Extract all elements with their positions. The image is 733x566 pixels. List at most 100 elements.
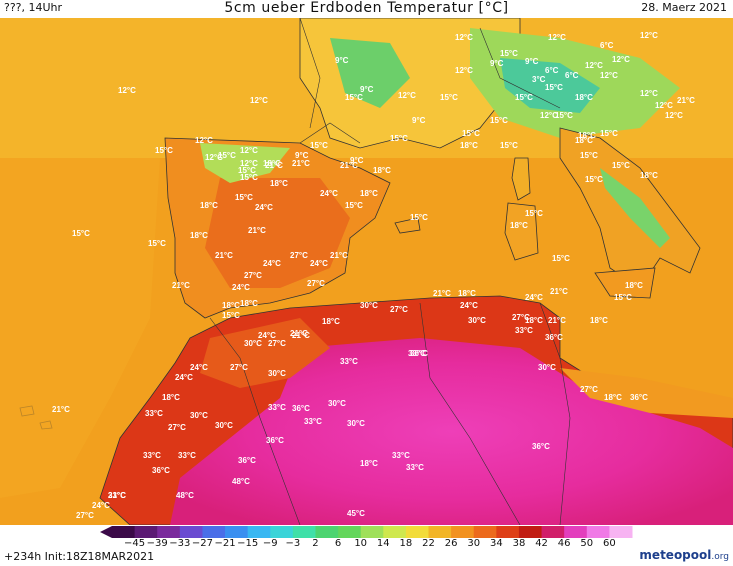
temp-label: 24°C (232, 283, 250, 292)
temp-label: 18°C (575, 93, 593, 102)
colorbar-swatch (360, 526, 384, 538)
colorbar-swatch (134, 526, 158, 538)
colorbar-labels: −45 −39 −33 −27 −21 −15 −9 −3 2 6 10 14 18 22 26 30 34 38… (112, 538, 632, 552)
temp-label: 18°C (373, 166, 391, 175)
atlantic-ocean-area (0, 158, 160, 498)
colorbar-swatch (157, 526, 181, 538)
temp-label: 15°C (462, 129, 480, 138)
temp-label: 30°C (328, 399, 346, 408)
temp-label: 33°C (145, 409, 163, 418)
temp-label: 12°C (398, 91, 416, 100)
colorbar-tick-label: 60 (603, 538, 616, 549)
temp-label: 12°C (665, 111, 683, 120)
temp-label: 33°C (392, 451, 410, 460)
temp-label: 12°C (640, 31, 658, 40)
colorbar-swatch (541, 526, 565, 538)
temp-label: 21°C (677, 96, 695, 105)
temp-label: 30°C (268, 369, 286, 378)
temp-label: 27°C (230, 363, 248, 372)
temp-label: 18°C (200, 201, 218, 210)
temp-label: 15°C (600, 129, 618, 138)
colorbar-swatch (518, 526, 543, 538)
temp-label: 6°C (565, 71, 579, 80)
temp-label: 27°C (168, 423, 186, 432)
temp-label: 27°C (244, 271, 262, 280)
temp-label: 15°C (515, 93, 533, 102)
colorbar-tick-label: −21 (214, 538, 236, 549)
temp-label: 36°C (630, 393, 648, 402)
temp-label: 15°C (500, 49, 518, 58)
temp-label: 15°C (555, 111, 573, 120)
temp-label: 12°C (655, 101, 673, 110)
colorbar-tick-label: −9 (262, 538, 278, 549)
temp-label: 24°C (525, 293, 543, 302)
temp-label: 48°C (176, 491, 194, 500)
temp-label: 15°C (390, 134, 408, 143)
iberia-hot-interior (205, 178, 350, 288)
temp-label: 24°C (320, 189, 338, 198)
temp-label: 24°C (263, 259, 281, 268)
temp-label: 15°C (345, 201, 363, 210)
temp-label: 15°C (490, 116, 508, 125)
colorbar-tick-label: 50 (580, 538, 594, 549)
temp-label: 15°C (500, 141, 518, 150)
temperature-map: 12°C 12°C 6°C 12°C 9°C 12°C 9°C 15°C 9°C… (0, 18, 733, 525)
temp-label: 30°C (190, 411, 208, 420)
temp-label: 21°C (108, 491, 126, 500)
temp-label: 36°C (292, 404, 310, 413)
map-title: 5cm ueber Erdboden Temperatur [°C] (224, 0, 509, 16)
temp-label: 36°C (152, 466, 170, 475)
temp-label: 30°C (244, 339, 262, 348)
colorbar-tick-label: 14 (376, 538, 390, 549)
temp-label: 24°C (310, 259, 328, 268)
temp-label: 15°C (614, 293, 632, 302)
colorbar-tick-label: 46 (557, 538, 571, 549)
temp-label: 27°C (290, 251, 308, 260)
colorbar-swatch (338, 526, 362, 538)
colorbar-tick-label: −45 (124, 538, 146, 549)
colorbar-swatch (496, 526, 520, 538)
forecast-date-label: 28. Maerz 2021 (641, 1, 727, 14)
temp-label: 9°C (335, 56, 349, 65)
meteopool-logo[interactable]: meteopool.org (639, 548, 729, 562)
temp-label: 36°C (545, 333, 563, 342)
colorbar-swatch (112, 526, 136, 538)
temp-label: 9°C (490, 59, 504, 68)
colorbar-tick-label: 34 (489, 538, 503, 549)
colorbar-swatch (609, 526, 633, 538)
colorbar-arrow (100, 526, 112, 538)
colorbar-tick-label: 38 (512, 538, 526, 549)
temp-label: 18°C (460, 141, 478, 150)
temp-label: 15°C (440, 93, 458, 102)
temp-label: 15°C (525, 209, 543, 218)
temp-label: 18°C (360, 459, 378, 468)
temp-label: 18°C (575, 136, 593, 145)
temp-label: 30°C (347, 419, 365, 428)
temp-label: 18°C (240, 299, 258, 308)
colorbar-swatch (586, 526, 610, 538)
temp-label: 15°C (580, 151, 598, 160)
temp-label: 33°C (515, 326, 533, 335)
temp-label: 18°C (190, 231, 208, 240)
temp-label: 12°C (118, 86, 136, 95)
temp-label: 48°C (232, 477, 250, 486)
temp-label: 12°C (540, 111, 558, 120)
colorbar-tick-label: 26 (444, 538, 458, 549)
colorbar-swatch (225, 526, 249, 538)
temp-label: 36°C (238, 456, 256, 465)
colorbar-tick-label: −33 (169, 538, 191, 549)
temp-label: 21°C (215, 251, 233, 260)
temp-label: 21°C (290, 329, 308, 338)
temp-label: 27°C (512, 313, 530, 322)
colorbar-tick-label: 2 (312, 538, 319, 549)
massif-central-area (330, 38, 410, 108)
temp-label: 18°C (604, 393, 622, 402)
temp-label: 15°C (235, 193, 253, 202)
colorbar-tick-label: −39 (146, 538, 168, 549)
temp-label: 15°C (240, 173, 258, 182)
temp-label: 9°C (350, 156, 364, 165)
colorbar-tick-label: 10 (354, 538, 368, 549)
colorbar-tick-label: 30 (467, 538, 481, 549)
balearic-islands (394, 217, 421, 234)
colorbar-tick-label: 42 (535, 538, 548, 549)
